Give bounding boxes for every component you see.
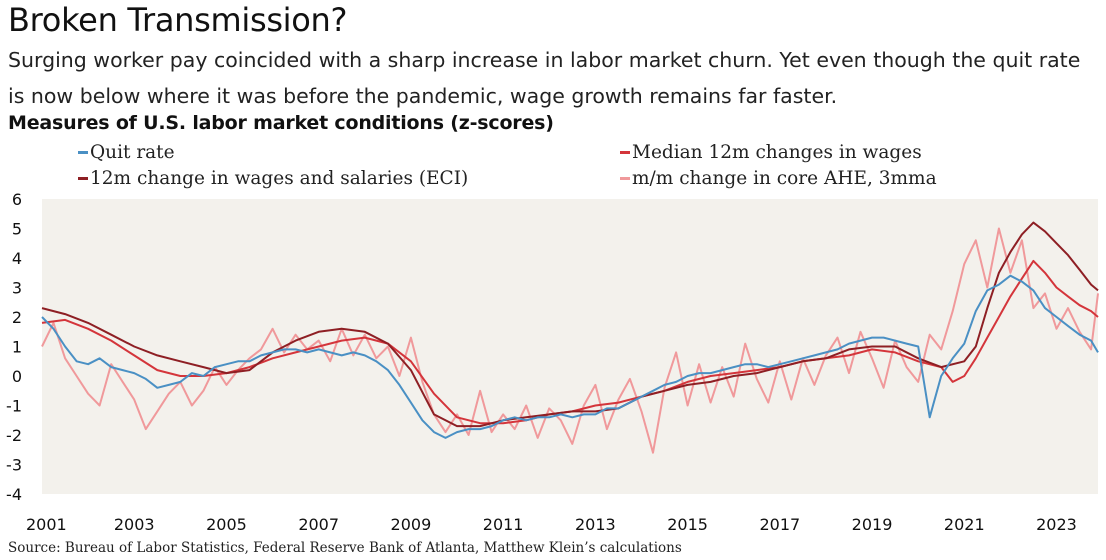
legend-label-quit-rate: Quit rate — [90, 142, 175, 163]
legend-item-eci: 12m change in wages and salaries (ECI) — [78, 168, 468, 189]
y-tick-label: -4 — [6, 485, 22, 504]
x-tick-label: 2019 — [852, 515, 893, 534]
x-tick-label: 2021 — [944, 515, 985, 534]
x-tick-label: 2007 — [298, 515, 339, 534]
source-note: Source: Bureau of Labor Statistics, Fede… — [8, 540, 682, 556]
legend-swatch-core-ahe — [620, 177, 630, 180]
series-lines — [41, 221, 1099, 454]
y-tick-label: -2 — [6, 426, 22, 445]
y-tick-label: 5 — [12, 220, 22, 239]
legend-swatch-median-wages — [620, 151, 630, 154]
y-tick-label: 3 — [12, 279, 22, 298]
legend-item-core-ahe: m/m change in core AHE, 3mma — [620, 168, 937, 189]
plot-background — [42, 199, 1098, 494]
x-tick-label: 2003 — [114, 515, 155, 534]
series-line-quit-rate — [41, 274, 1099, 439]
x-tick-label: 2017 — [759, 515, 800, 534]
y-tick-label: 2 — [12, 308, 22, 327]
legend-item-median-wages: Median 12m changes in wages — [620, 142, 922, 163]
x-tick-label: 2001 — [26, 515, 67, 534]
y-tick-label: 6 — [12, 190, 22, 209]
x-tick-label: 2023 — [1036, 515, 1077, 534]
legend-label-core-ahe: m/m change in core AHE, 3mma — [632, 168, 937, 189]
legend-label-median-wages: Median 12m changes in wages — [632, 142, 922, 163]
x-tick-label: 2011 — [483, 515, 524, 534]
legend-label-eci: 12m change in wages and salaries (ECI) — [90, 168, 469, 189]
y-tick-label: -3 — [6, 456, 22, 475]
x-tick-label: 2013 — [575, 515, 616, 534]
legend-item-quit-rate: Quit rate — [78, 142, 175, 163]
page-subtitle: Surging worker pay coincided with a shar… — [8, 48, 1081, 108]
y-tick-label: 1 — [12, 338, 22, 357]
legend-swatch-eci — [78, 177, 88, 180]
y-tick-label: -1 — [6, 397, 22, 416]
page-title: Broken Transmission? — [8, 1, 348, 39]
y-tick-label: 4 — [12, 249, 22, 268]
x-tick-label: 2009 — [391, 515, 432, 534]
series-line-m-m-change-in-core-ahe-3mma — [41, 227, 1099, 454]
chart-title: Measures of U.S. labor market conditions… — [8, 112, 554, 134]
legend-swatch-quit-rate — [78, 151, 88, 154]
x-tick-label: 2015 — [667, 515, 708, 534]
y-axis: 6 5 4 3 2 1 0 -1 -2 -3 -4 — [6, 190, 22, 504]
x-tick-label: 2005 — [206, 515, 247, 534]
x-axis: 2001 2003 2005 2007 2009 2011 2013 2015 2017 2019… — [26, 515, 1077, 534]
y-tick-label: 0 — [12, 367, 22, 386]
